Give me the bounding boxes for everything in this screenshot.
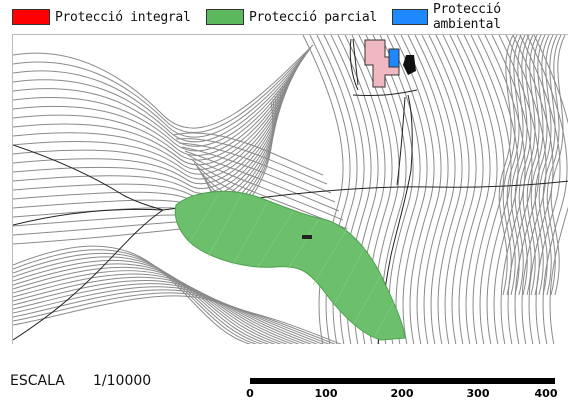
scale-tick-400: 400 (535, 387, 558, 400)
contour-line (414, 35, 456, 344)
scale-bar: 0 100 200 300 400 (246, 378, 558, 400)
legend-item-parcial: Protecció parcial (206, 7, 377, 27)
contour-line (542, 35, 558, 296)
contour-line (13, 295, 342, 344)
scale-tick-100: 100 (315, 387, 338, 400)
scale-bar-segment (250, 378, 326, 384)
scale-tick-300: 300 (467, 387, 490, 400)
contour-line (510, 35, 526, 296)
contour-line (386, 35, 428, 344)
legend-swatch-ambiental (392, 9, 428, 25)
contour-line (13, 60, 302, 156)
map-legend: Protecció integral Protecció parcial Pro… (0, 0, 568, 34)
contour-line (13, 52, 308, 143)
contour-line (13, 263, 282, 344)
contour-line (181, 146, 336, 203)
contour-line (13, 80, 288, 189)
legend-label-parcial: Protecció parcial (249, 9, 377, 25)
contour-line (506, 35, 522, 296)
contour-line (514, 35, 530, 296)
contour-line (13, 50, 310, 138)
contour-line (456, 35, 498, 344)
topographic-map[interactable] (12, 34, 568, 344)
contour-line (442, 35, 484, 344)
contour-line (13, 77, 290, 185)
contour-line (13, 69, 296, 170)
contour-line (13, 58, 304, 152)
contour-line (13, 245, 252, 344)
contour-line (421, 35, 463, 344)
contour-line (518, 35, 534, 296)
contour-line (407, 35, 449, 344)
contour-line (184, 150, 340, 212)
contour-line (428, 35, 470, 344)
legend-label-ambiental: Protecció ambiental (432, 2, 501, 32)
contour-line (538, 35, 554, 296)
contour-line (449, 35, 491, 344)
contour-line (546, 35, 562, 296)
contour-line (302, 35, 344, 344)
contour-line (530, 35, 546, 296)
contour-line (498, 35, 514, 296)
contour-line (393, 35, 435, 344)
contour-line (505, 35, 547, 344)
contour-line (550, 35, 566, 296)
contour-line (13, 55, 306, 147)
contour-line (13, 292, 336, 344)
legend-label-integral: Protecció integral (55, 9, 191, 25)
legend-item-ambiental: Protecció ambiental (392, 2, 568, 32)
contour-line (13, 276, 306, 344)
contour-line (13, 90, 280, 209)
contour-line (187, 154, 344, 221)
contour-line (533, 35, 568, 344)
contour-line (534, 35, 550, 296)
contour-lines (13, 35, 568, 344)
contour-line (13, 270, 294, 344)
contour-line (13, 82, 286, 194)
contour-line (435, 35, 477, 344)
farm-buildings (349, 38, 418, 97)
contour-line (13, 283, 318, 344)
contour-line (526, 35, 568, 344)
contour-line (502, 35, 518, 296)
contour-line (13, 256, 270, 344)
contour-line (470, 35, 512, 344)
contour-line (13, 289, 330, 344)
contour-line (172, 132, 324, 176)
contour-line (498, 35, 540, 344)
contour-line (178, 142, 332, 194)
contour-line (13, 44, 314, 129)
contour-line (13, 63, 300, 161)
scale-tick-0: 0 (246, 387, 254, 400)
contour-line (13, 273, 300, 344)
contour-line (309, 35, 351, 344)
contour-line (13, 279, 312, 344)
contour-line (13, 74, 292, 180)
legend-swatch-parcial (206, 9, 244, 25)
small-structure-marker (302, 235, 312, 239)
contour-line (13, 66, 298, 166)
scale-bar-segment (250, 378, 555, 384)
contour-line (477, 35, 519, 344)
scale-ratio: 1/10000 (93, 373, 152, 389)
contour-line (463, 35, 505, 344)
contour-line (526, 35, 542, 296)
legend-swatch-integral (12, 9, 50, 25)
contour-line (13, 286, 324, 344)
contour-line (13, 47, 312, 133)
scale-tick-200: 200 (391, 387, 414, 400)
contour-line (175, 138, 328, 185)
legend-item-integral: Protecció integral (12, 7, 191, 27)
contour-line (13, 259, 276, 344)
scale-label: ESCALA (10, 373, 65, 389)
contour-line (13, 71, 294, 175)
contour-line (400, 35, 442, 344)
protected-area-hatching (187, 194, 396, 340)
contour-line (379, 35, 421, 344)
contour-line (522, 35, 538, 296)
